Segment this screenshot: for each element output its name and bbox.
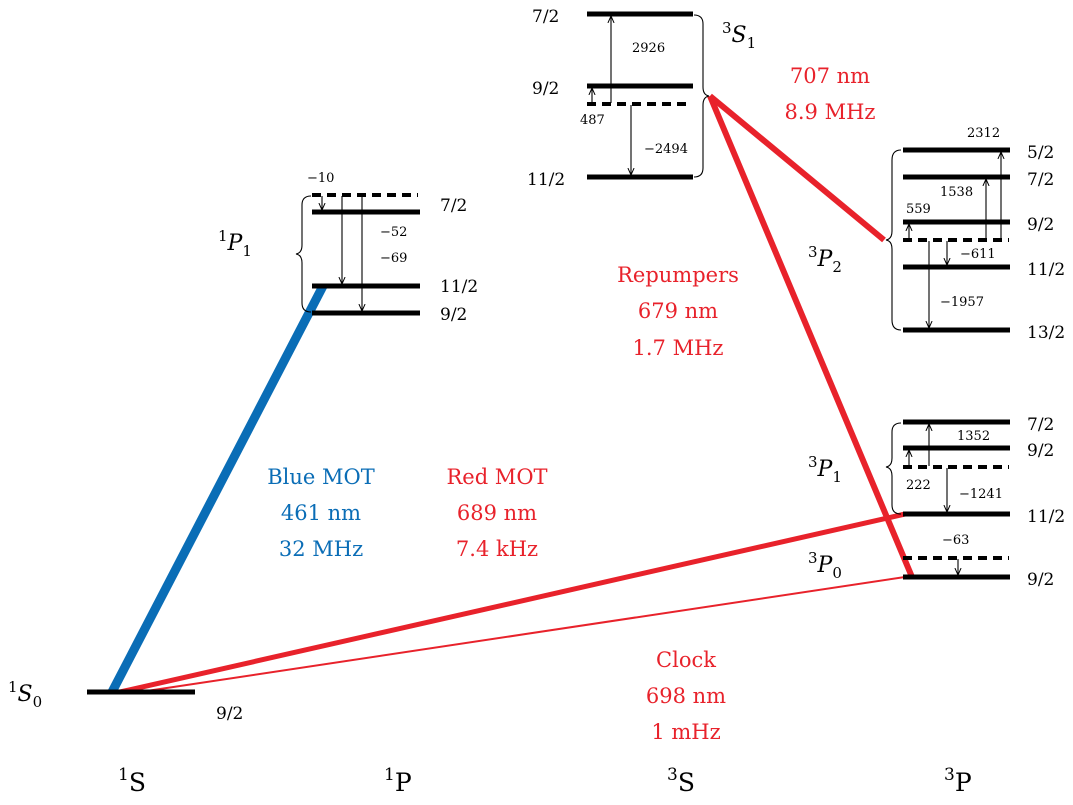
j-label-3p2-13-2: 13/2	[1027, 323, 1065, 343]
term-3p1-base: P	[817, 457, 834, 482]
red-mot-wavelength: 689 nm	[457, 501, 537, 525]
shift-3p0-9-2: −63	[942, 533, 969, 548]
repumpers-linewidth: 1.7 MHz	[633, 336, 724, 360]
red-mot-label: Red MOT 689 nm 7.4 kHz	[446, 465, 547, 561]
term-3p0-base: P	[817, 553, 834, 578]
clock-linewidth: 1 mHz	[651, 720, 720, 744]
shift-3p2-7-2: 1538	[940, 185, 973, 200]
blue-mot-wavelength: 461 nm	[281, 501, 361, 525]
column-label-1p: 1P	[384, 765, 412, 797]
term-1p1-sub: 1	[242, 242, 252, 260]
blue-mot-linewidth: 32 MHz	[279, 537, 363, 561]
j-label-3p2-7-2: 7/2	[1027, 170, 1054, 190]
term-label-3p0: 3P0	[808, 549, 842, 582]
repumpers-wavelength: 679 nm	[638, 299, 718, 323]
j-label-1p1-7-2: 7/2	[440, 196, 467, 216]
brace-3p2	[885, 149, 902, 331]
shift-3p2-13-2: −1957	[940, 295, 984, 310]
shift-3p2-9-2: 559	[906, 202, 931, 217]
term-3p0-sub: 0	[832, 564, 842, 582]
blue-mot-label: Blue MOT 461 nm 32 MHz	[267, 465, 375, 561]
j-label-3p1-9-2: 9/2	[1027, 441, 1054, 461]
column-label-1s: 1S	[118, 765, 146, 797]
j-label-1p1-11-2: 11/2	[440, 277, 478, 297]
j-label-3s1-7-2: 7/2	[532, 7, 559, 27]
term-3p1-sub: 1	[832, 468, 842, 486]
term-label-1s0: 1S0	[8, 678, 42, 711]
red-mot-linewidth: 7.4 kHz	[456, 537, 538, 561]
repumper-707-transition	[708, 93, 886, 243]
j-label-1p1-9-2: 9/2	[440, 305, 467, 325]
j-label-3s1-9-2: 9/2	[532, 79, 559, 99]
blue-mot-name: Blue MOT	[267, 465, 375, 489]
term-1p1-sup: 1	[218, 227, 228, 245]
repump-707-wavelength: 707 nm	[790, 64, 870, 88]
term-label-3p2: 3P2	[808, 243, 842, 276]
j-label-1s0-9-2: 9/2	[216, 704, 243, 724]
shift-3p1-7-2: 1352	[957, 429, 990, 444]
term-3s1-base: S	[732, 23, 747, 48]
shift-1p1-7-2: −10	[307, 171, 334, 186]
term-label-3p1: 3P1	[808, 453, 842, 486]
j-label-3p0-9-2: 9/2	[1027, 570, 1054, 590]
red-mot-transition	[119, 511, 906, 695]
shift-1p1-9-2: −69	[380, 251, 407, 266]
shift-3p1-9-2: 222	[906, 478, 931, 493]
brace-1p1	[295, 195, 312, 313]
repump-707-label: 707 nm 8.9 MHz	[785, 64, 876, 124]
j-label-3p2-5-2: 5/2	[1027, 143, 1054, 163]
shift-3p2-5-2: 2312	[967, 126, 1000, 141]
j-label-3p1-7-2: 7/2	[1027, 415, 1054, 435]
term-3p2-sup: 3	[808, 243, 818, 261]
column-label-3p: 3P	[944, 765, 972, 797]
term-3p2-base: P	[817, 247, 834, 272]
brace-3p1	[885, 422, 902, 515]
term-3p1-sup: 3	[808, 453, 818, 471]
repumper-679-transition	[707, 94, 915, 579]
term-3p0-sup: 3	[808, 549, 818, 567]
term-label-1p1: 1P1	[218, 227, 252, 260]
term-1s0-sup: 1	[8, 678, 18, 696]
j-label-3p2-9-2: 9/2	[1027, 215, 1054, 235]
j-label-3p1-11-2: 11/2	[1027, 507, 1065, 527]
j-label-3p2-11-2: 11/2	[1027, 260, 1065, 280]
shift-3s1-9-2: 487	[580, 113, 605, 128]
brace-3s1	[693, 14, 710, 178]
column-label-3s: 3S	[667, 765, 695, 797]
repumpers-label: Repumpers 679 nm 1.7 MHz	[617, 263, 739, 360]
term-1p1-base: P	[227, 231, 244, 256]
term-3s1-sub: 1	[747, 34, 757, 52]
term-3s1-sup: 3	[722, 19, 732, 37]
clock-transition	[139, 576, 906, 693]
j-label-3s1-11-2: 11/2	[527, 170, 565, 190]
clock-label: Clock 698 nm 1 mHz	[646, 648, 726, 744]
shift-3p2-11-2: −611	[960, 247, 996, 262]
clock-wavelength: 698 nm	[646, 684, 726, 708]
red-mot-name: Red MOT	[446, 465, 547, 489]
blue-mot-transition	[108, 283, 327, 695]
shift-3s1-7-2: 2926	[632, 41, 665, 56]
repumpers-name: Repumpers	[617, 263, 739, 287]
shift-3s1-11-2: −2494	[644, 142, 688, 157]
term-3p2-sub: 2	[832, 258, 842, 276]
term-1s0-base: S	[18, 682, 33, 707]
shift-3p1-11-2: −1241	[959, 487, 1003, 502]
term-label-3s1: 3S1	[722, 19, 756, 52]
term-1s0-sub: 0	[33, 693, 43, 711]
repump-707-linewidth: 8.9 MHz	[785, 100, 876, 124]
shift-1p1-11-2: −52	[380, 225, 407, 240]
clock-name: Clock	[656, 648, 716, 672]
